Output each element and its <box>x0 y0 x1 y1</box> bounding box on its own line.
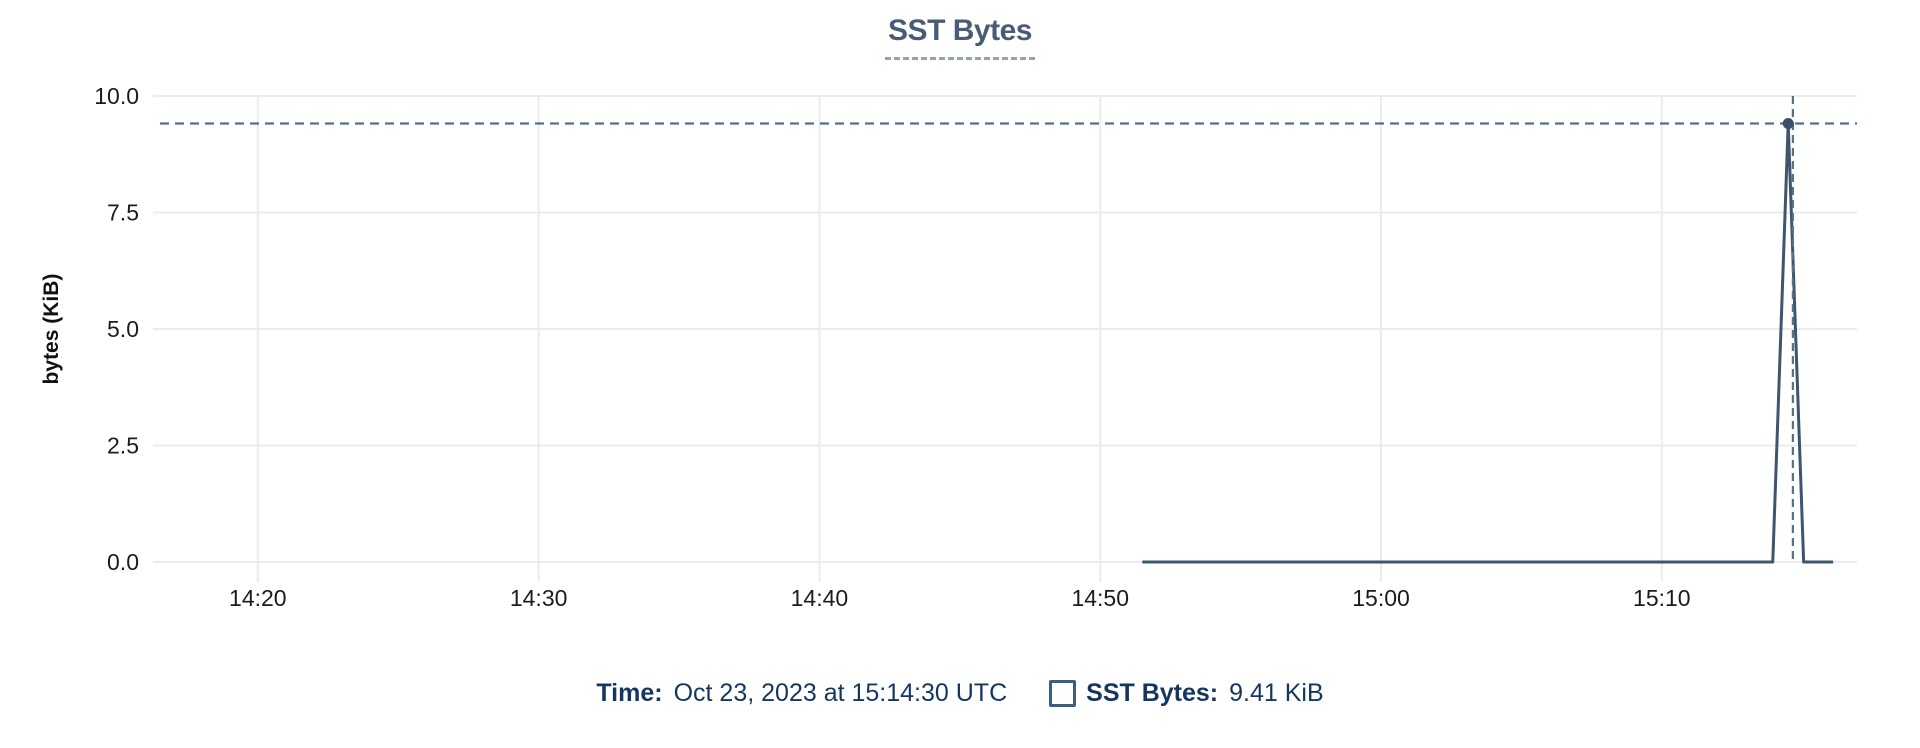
x-tick-label: 14:30 <box>510 585 568 611</box>
tooltip-time-group: Time: Oct 23, 2023 at 15:14:30 UTC <box>596 679 1007 708</box>
x-tick-label: 15:00 <box>1352 585 1410 611</box>
legend-item-sst-bytes[interactable]: SST Bytes: 9.41 KiB <box>1049 679 1324 708</box>
x-tick-label: 14:50 <box>1071 585 1129 611</box>
y-tick-label: 0.0 <box>107 549 139 575</box>
tooltip-time-value: Oct 23, 2023 at 15:14:30 UTC <box>673 679 1008 707</box>
chart-title[interactable]: SST Bytes <box>885 14 1035 60</box>
legend-swatch-icon[interactable] <box>1049 680 1077 707</box>
x-tick-label: 14:40 <box>791 585 849 611</box>
data-point-marker <box>1782 117 1794 129</box>
y-tick-label: 10.0 <box>94 83 139 109</box>
y-tick-label: 7.5 <box>107 200 139 226</box>
x-tick-label: 14:20 <box>229 585 287 611</box>
tooltip-series-value: 9.41 KiB <box>1229 679 1324 707</box>
tooltip-series-label: SST Bytes: <box>1086 679 1219 707</box>
chart-header: SST Bytes <box>0 14 1920 60</box>
plot-area[interactable] <box>153 96 1857 562</box>
hover-tooltip: Time: Oct 23, 2023 at 15:14:30 UTC SST B… <box>0 679 1920 708</box>
y-axis-title: bytes (KiB) <box>40 274 63 385</box>
y-tick-label: 5.0 <box>107 316 139 342</box>
tooltip-time-label: Time: <box>596 679 663 707</box>
x-tick-label: 15:10 <box>1633 585 1691 611</box>
y-tick-label: 2.5 <box>107 433 139 459</box>
